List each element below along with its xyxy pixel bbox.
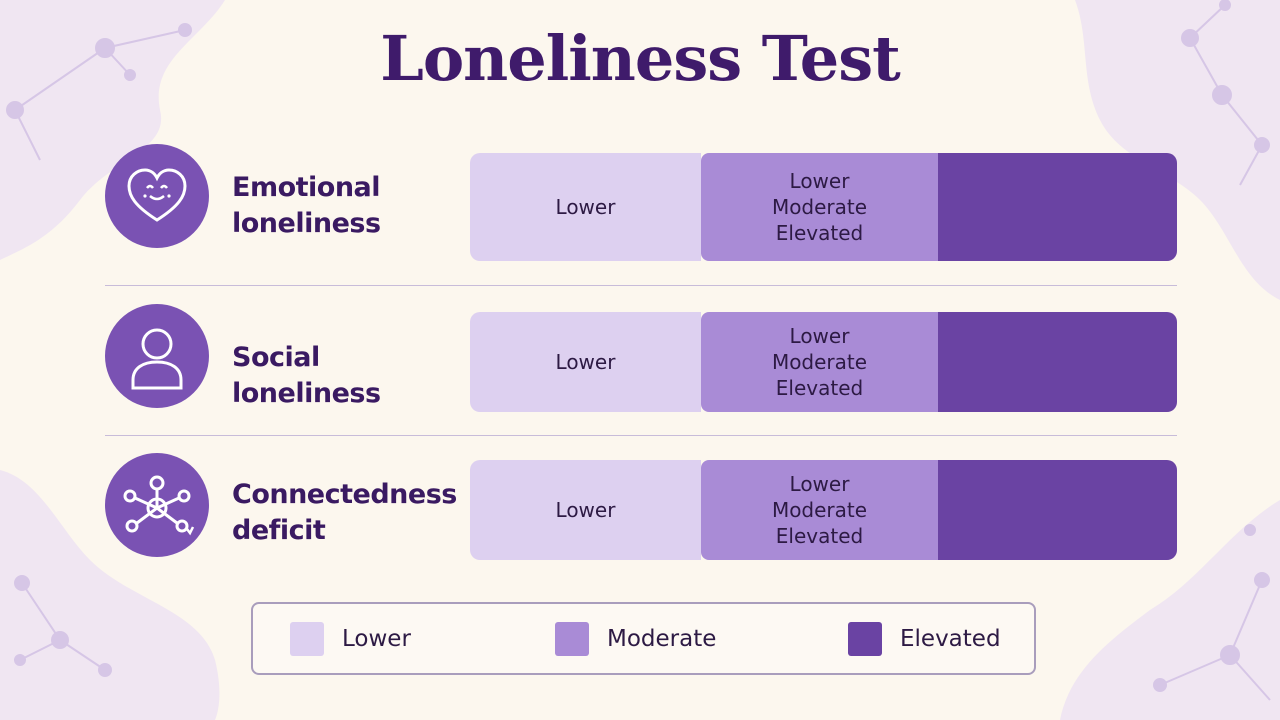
legend: Lower Moderate Elevated: [251, 602, 1036, 675]
legend-label: Lower: [342, 625, 411, 652]
segment-lower: [470, 153, 701, 261]
segment-moderate: [701, 153, 938, 261]
segment-moderate: [701, 312, 938, 412]
level-bar: Lower Lower Moderate Elevated: [470, 153, 1177, 261]
segment-lower-label: Lower: [555, 195, 616, 219]
legend-swatch-elevated: [848, 621, 882, 656]
network-icon: [105, 453, 209, 557]
page-title: Loneliness Test: [380, 22, 901, 95]
legend-item-lower: Lower: [290, 604, 411, 673]
row-divider: [105, 435, 1177, 436]
legend-item-elevated: Elevated: [848, 604, 1001, 673]
heart-face-icon: [105, 144, 209, 248]
segment-lower: [470, 312, 701, 412]
segment-elevated: [938, 460, 1177, 560]
row-label: Connectedness deficit: [232, 479, 457, 546]
segment-moderate-labels: Lower Moderate Elevated: [771, 472, 868, 548]
legend-swatch-lower: [290, 621, 324, 656]
legend-swatch-moderate: [555, 621, 589, 656]
legend-label: Moderate: [607, 625, 717, 652]
legend-item-moderate: Moderate: [555, 604, 716, 673]
person-icon: [105, 304, 209, 408]
level-bar: Lower Lower Moderate Elevated: [470, 460, 1177, 560]
row-divider: [105, 285, 1177, 286]
segment-elevated: [938, 153, 1177, 261]
segment-lower: [470, 460, 701, 560]
row-label: Emotional loneliness: [232, 172, 381, 239]
row-label: Social loneliness: [232, 342, 381, 409]
segment-lower-label: Lower: [555, 350, 616, 374]
segment-moderate: [701, 460, 938, 560]
segment-elevated: [938, 312, 1177, 412]
legend-label: Elevated: [900, 625, 1001, 652]
level-bar: Lower Lower Moderate Elevated: [470, 312, 1177, 412]
segment-lower-label: Lower: [555, 498, 616, 522]
segment-moderate-labels: Lower Moderate Elevated: [771, 324, 868, 400]
segment-moderate-labels: Lower Moderate Elevated: [771, 169, 868, 245]
